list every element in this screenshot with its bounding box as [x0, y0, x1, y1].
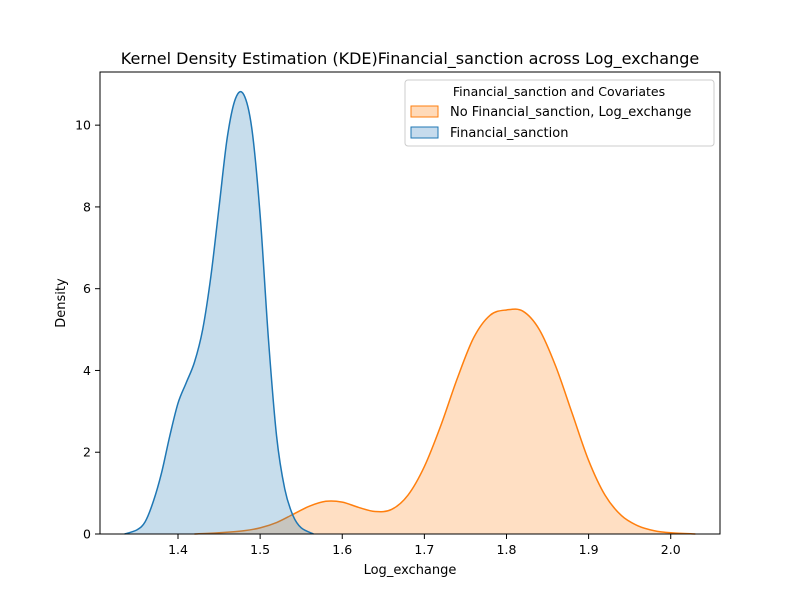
x-axis: 1.4 1.5 1.6 1.7 1.8 1.9 2.0	[168, 534, 681, 557]
y-tick-label: 8	[83, 199, 91, 214]
y-tick-label: 6	[83, 281, 91, 296]
plot-frame	[99, 71, 721, 535]
legend-box	[404, 79, 715, 147]
y-tick-label: 0	[83, 527, 91, 542]
y-tick-label: 2	[83, 445, 91, 460]
y-axis: 0 2 4 6 8 10	[75, 118, 100, 542]
x-tick-label: 2.0	[661, 542, 681, 557]
legend-label-no-financial-sanction: No Financial_sanction, Log_exchange	[450, 105, 691, 120]
x-tick-label: 1.6	[332, 542, 352, 557]
x-tick-label: 1.9	[579, 542, 599, 557]
x-tick-label: 1.4	[168, 542, 188, 557]
legend-title: Financial_sanction and Covariates	[453, 84, 665, 99]
x-tick-label: 1.7	[414, 542, 434, 557]
chart-title: Kernel Density Estimation (KDE)Financial…	[121, 49, 699, 69]
x-tick-label: 1.8	[497, 542, 517, 557]
x-axis-label: Log_exchange	[364, 563, 457, 578]
legend-label-financial-sanction: Financial_sanction	[450, 126, 568, 141]
x-tick-label: 1.5	[250, 542, 270, 557]
y-tick-label: 4	[83, 363, 91, 378]
legend-swatch-financial-sanction	[410, 126, 439, 139]
y-tick-label: 10	[75, 118, 91, 133]
density-line-financial-sanction	[124, 90, 314, 535]
density-area-no-financial-sanction-log-exchange	[194, 309, 696, 534]
y-axis-label: Density	[54, 278, 69, 328]
density-area-financial-sanction	[124, 91, 314, 534]
legend-swatch-no-financial-sanction	[410, 105, 439, 118]
density-line-no-financial-sanction-log-exchange	[194, 308, 696, 535]
legend: Financial_sanction and Covariates No Fin…	[404, 79, 715, 147]
plot-area	[124, 90, 696, 535]
